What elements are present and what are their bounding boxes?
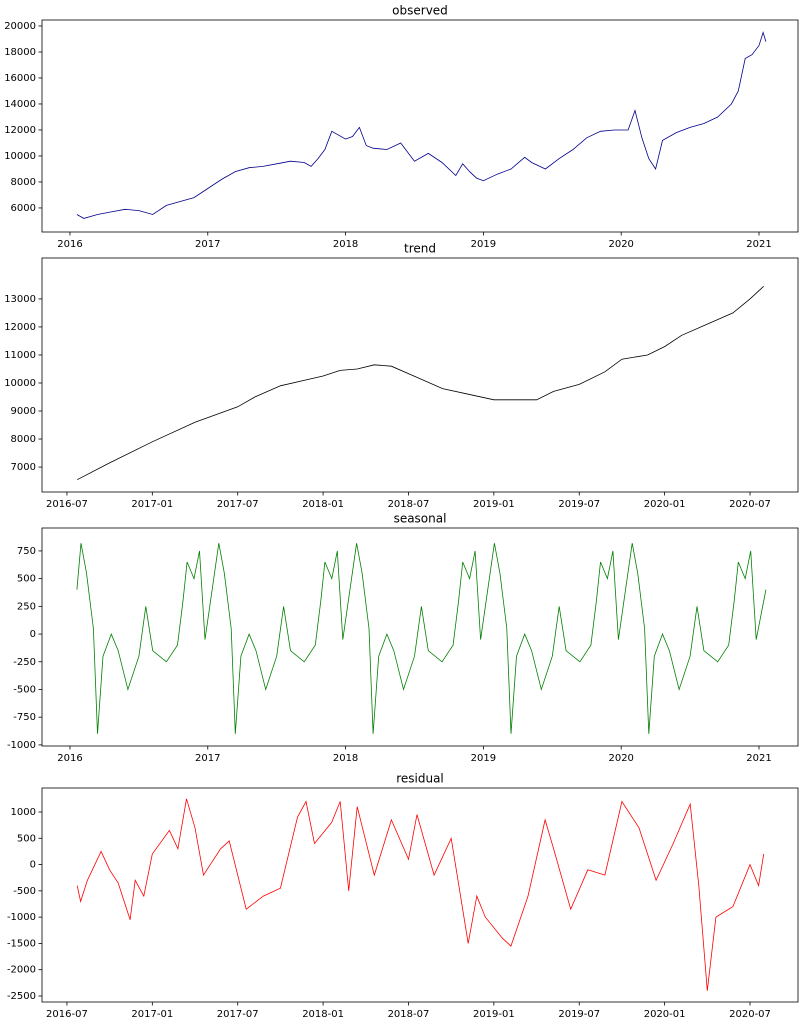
y-tick-label: 8000 <box>11 177 36 188</box>
series-line <box>76 31 767 219</box>
x-tick-label: 2018 <box>333 753 358 764</box>
x-tick-label: 2020 <box>608 239 633 250</box>
x-tick-label: 2018 <box>333 239 358 250</box>
y-tick-label: 11000 <box>4 350 36 361</box>
y-tick-label: 500 <box>17 574 36 585</box>
x-tick-label: 2017-01 <box>131 1009 173 1020</box>
y-tick-label: 10000 <box>4 151 36 162</box>
axes-frame <box>41 19 799 233</box>
y-tick-label: -750 <box>13 712 36 723</box>
y-tick-label: -2500 <box>7 991 36 1002</box>
x-tick-label: 2017-07 <box>217 499 259 510</box>
y-tick-label: -1000 <box>7 912 36 923</box>
series-line <box>76 543 767 734</box>
x-tick-label: 2021 <box>746 753 771 764</box>
y-tick-label: 14000 <box>4 99 36 110</box>
y-tick-label: 750 <box>17 546 36 557</box>
x-tick-label: 2016 <box>57 239 82 250</box>
x-tick-label: 2019-01 <box>473 499 515 510</box>
panel-title: observed <box>392 4 448 18</box>
x-tick-label: 2020-07 <box>729 499 771 510</box>
y-tick-label: 16000 <box>4 73 36 84</box>
y-tick-label: 13000 <box>4 294 36 305</box>
y-tick-label: -1000 <box>7 740 36 751</box>
y-tick-label: -500 <box>13 684 36 695</box>
series-line <box>76 798 765 991</box>
y-tick-label: 12000 <box>4 322 36 333</box>
x-tick-label: 2017-07 <box>217 1009 259 1020</box>
x-tick-label: 2018-07 <box>388 1009 430 1020</box>
y-tick-label: -2000 <box>7 965 36 976</box>
x-tick-label: 2020-01 <box>644 499 686 510</box>
y-tick-label: 20000 <box>4 21 36 32</box>
y-tick-label: -250 <box>13 657 36 668</box>
x-tick-label: 2017-01 <box>131 499 173 510</box>
x-tick-label: 2020-01 <box>644 1009 686 1020</box>
axes-frame <box>41 527 799 747</box>
y-tick-label: 0 <box>30 860 36 871</box>
y-tick-label: 7000 <box>11 462 36 473</box>
x-tick-label: 2019-07 <box>558 1009 600 1020</box>
axes-frame <box>41 787 799 1003</box>
y-tick-label: 9000 <box>11 406 36 417</box>
x-tick-label: 2021 <box>746 239 771 250</box>
x-tick-label: 2017 <box>195 239 220 250</box>
y-tick-label: 12000 <box>4 125 36 136</box>
x-tick-label: 2016-07 <box>46 499 88 510</box>
x-tick-label: 2016 <box>57 753 82 764</box>
y-tick-label: 250 <box>17 601 36 612</box>
axes-frame <box>41 257 799 493</box>
x-tick-label: 2019 <box>471 239 496 250</box>
y-tick-label: 500 <box>17 833 36 844</box>
panel-title: trend <box>404 242 436 256</box>
y-tick-label: 10000 <box>4 378 36 389</box>
x-tick-label: 2016-07 <box>46 1009 88 1020</box>
x-tick-label: 2017 <box>195 753 220 764</box>
y-tick-label: 8000 <box>11 434 36 445</box>
y-tick-label: -1500 <box>7 938 36 949</box>
x-tick-label: 2019-07 <box>558 499 600 510</box>
series-line <box>77 286 764 481</box>
y-tick-label: -500 <box>13 886 36 897</box>
x-tick-label: 2019-01 <box>473 1009 515 1020</box>
y-tick-label: 1000 <box>11 807 36 818</box>
panel-title: residual <box>396 772 444 786</box>
x-tick-label: 2018-01 <box>302 499 344 510</box>
panel-title: seasonal <box>394 512 447 526</box>
x-tick-label: 2018-01 <box>302 1009 344 1020</box>
x-tick-label: 2020 <box>608 753 633 764</box>
x-tick-label: 2019 <box>471 753 496 764</box>
x-tick-label: 2020-07 <box>729 1009 771 1020</box>
x-tick-label: 2018-07 <box>388 499 430 510</box>
y-tick-label: 6000 <box>11 203 36 214</box>
y-tick-label: 0 <box>30 629 36 640</box>
y-tick-label: 18000 <box>4 47 36 58</box>
